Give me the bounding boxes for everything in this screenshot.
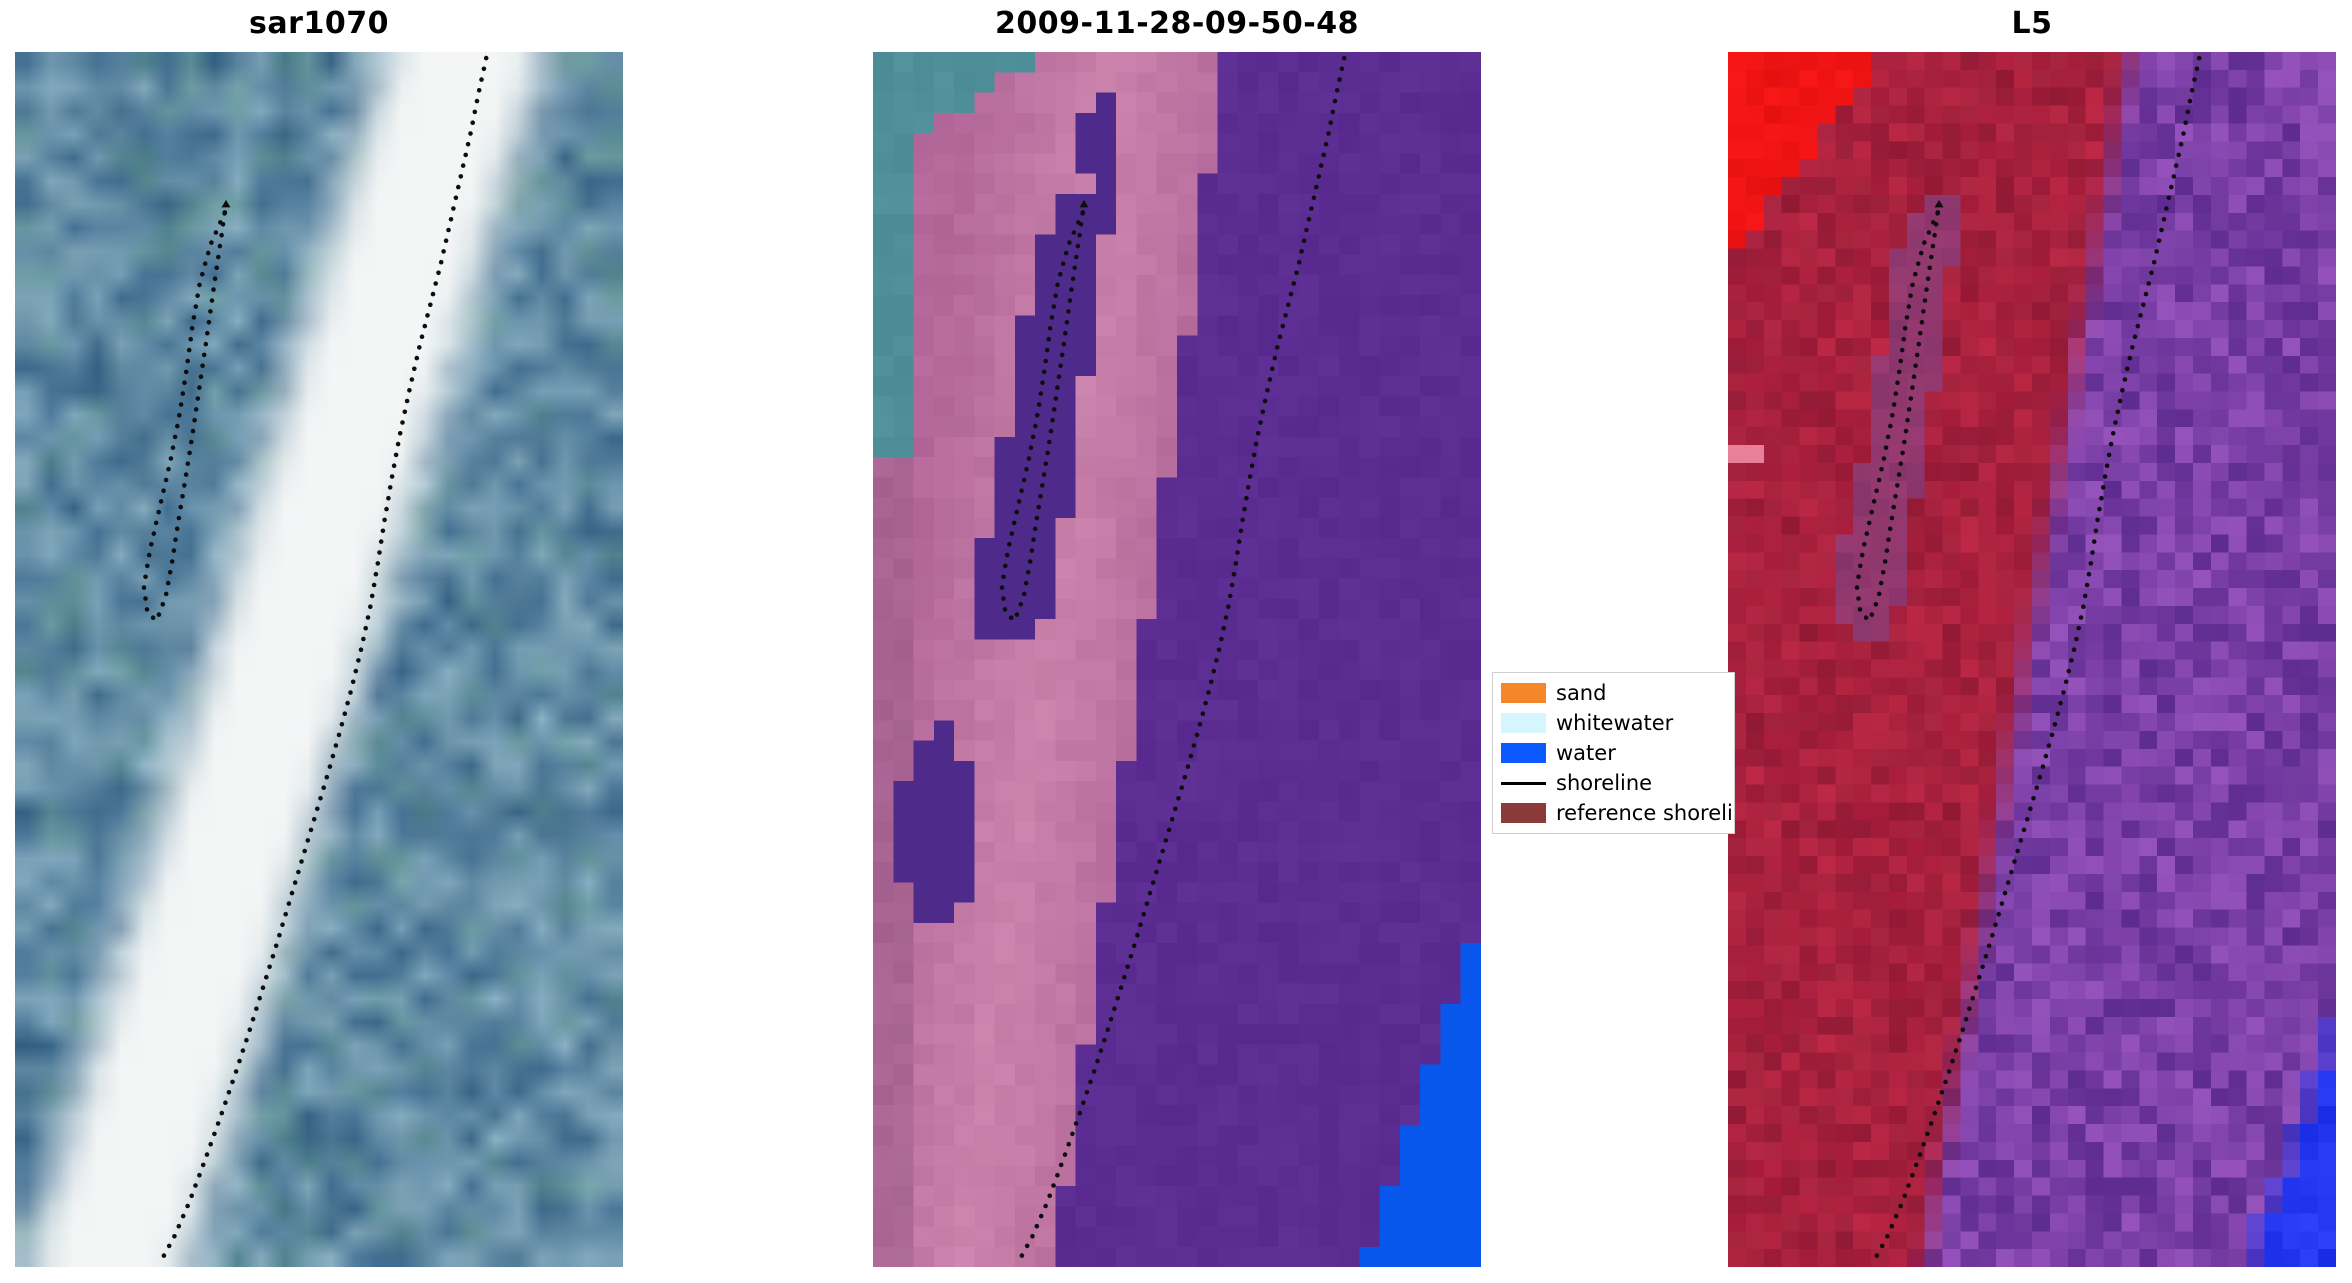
classification-image-canvas — [873, 52, 1481, 1267]
legend-label: reference shoreline — [1556, 801, 1734, 825]
whitewater-swatch-icon — [1501, 713, 1546, 733]
legend-item-reference-shoreline: reference shoreline — [1501, 798, 1734, 828]
legend-item-water: water — [1501, 738, 1726, 768]
legend-item-sand: sand — [1501, 678, 1726, 708]
legend-label: water — [1556, 741, 1616, 765]
sar-image-canvas — [15, 52, 623, 1267]
panel-sar1070: sar1070 — [15, 6, 623, 1267]
legend-label: shoreline — [1556, 771, 1653, 795]
panel-title-sar1070: sar1070 — [249, 6, 389, 41]
water-swatch-icon — [1501, 743, 1546, 763]
legend: sand whitewater water shoreline referenc… — [1492, 672, 1735, 834]
legend-item-whitewater: whitewater — [1501, 708, 1726, 738]
legend-item-shoreline: shoreline — [1501, 768, 1726, 798]
panel-title-classification: 2009-11-28-09-50-48 — [995, 6, 1359, 41]
panel-l5: L5 — [1728, 6, 2336, 1267]
panel-title-l5: L5 — [2011, 6, 2053, 41]
panel-classification: 2009-11-28-09-50-48 — [873, 6, 1481, 1267]
legend-label: sand — [1556, 681, 1607, 705]
l5-image-canvas — [1728, 52, 2336, 1267]
legend-label: whitewater — [1556, 711, 1674, 735]
sand-swatch-icon — [1501, 683, 1546, 703]
shoreline-line-icon — [1501, 781, 1546, 785]
reference-shoreline-swatch-icon — [1501, 803, 1546, 823]
